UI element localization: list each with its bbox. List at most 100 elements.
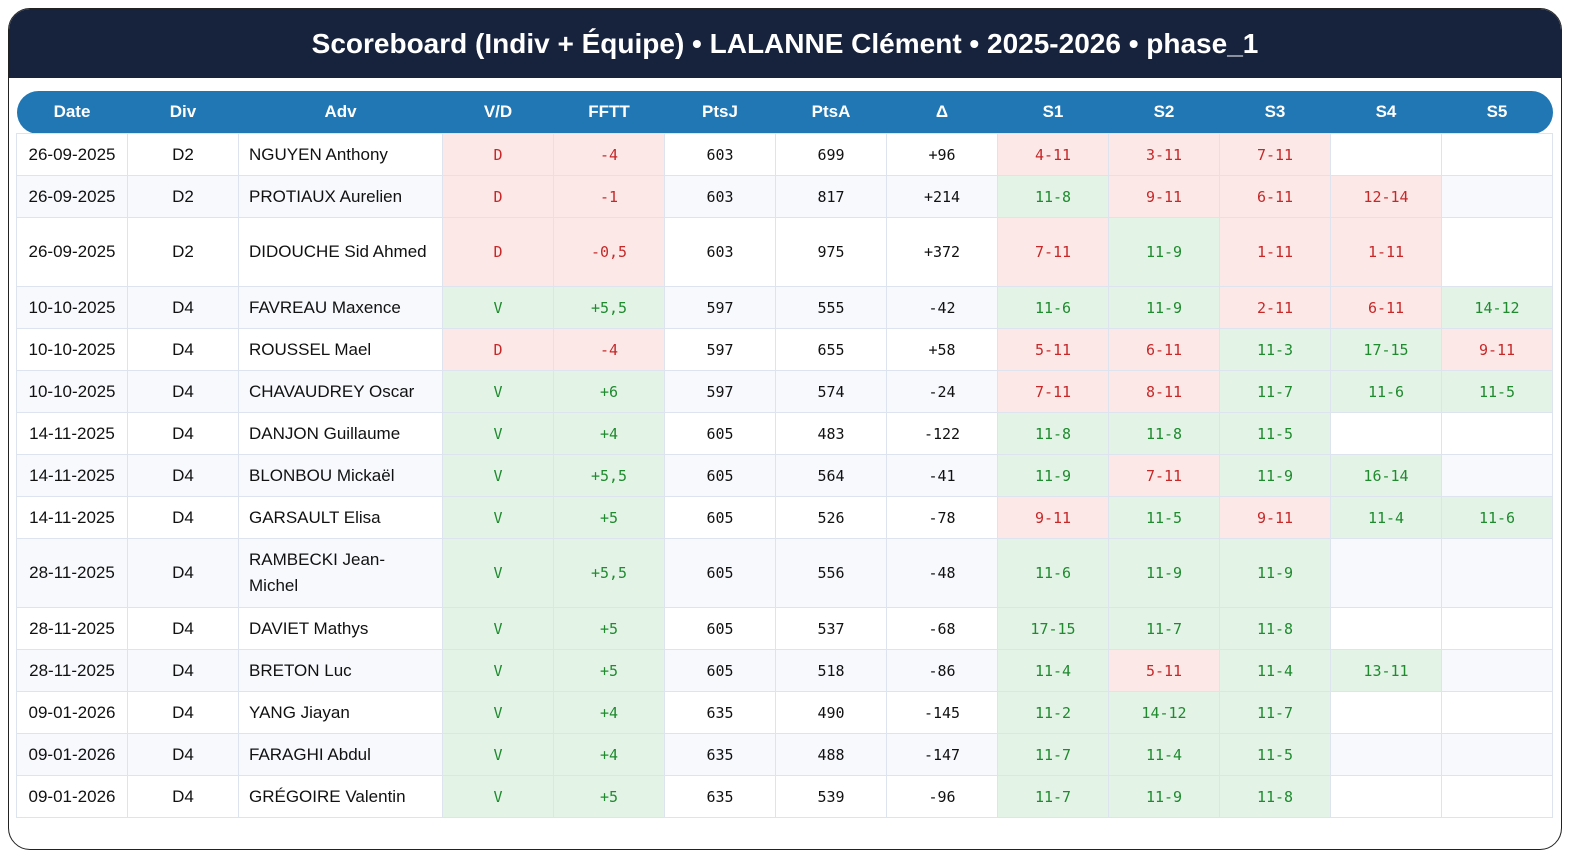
set-score-cell: 13-11 <box>1330 649 1442 692</box>
set-score-cell: 7-11 <box>997 217 1109 287</box>
set-score-cell <box>1441 454 1553 497</box>
delta-cell: -96 <box>886 775 998 818</box>
date-cell: 28-11-2025 <box>16 649 128 692</box>
date-cell: 09-01-2026 <box>16 691 128 734</box>
set-score-cell: 17-15 <box>997 607 1109 650</box>
set-score-cell: 1-11 <box>1219 217 1331 287</box>
opponent-points-cell: 555 <box>775 286 887 329</box>
opponent-cell: CHAVAUDREY Oscar <box>238 370 443 413</box>
date-cell: 10-10-2025 <box>16 328 128 371</box>
set-score-cell <box>1330 607 1442 650</box>
player-points-cell: 635 <box>664 691 776 734</box>
fftt-points-cell: -4 <box>553 133 665 176</box>
date-cell: 14-11-2025 <box>16 412 128 455</box>
fftt-points-cell: +5 <box>553 775 665 818</box>
result-cell: V <box>442 412 554 455</box>
set-score-cell: 11-9 <box>997 454 1109 497</box>
result-cell: V <box>442 370 554 413</box>
opponent-points-cell: 537 <box>775 607 887 650</box>
set-score-cell: 11-7 <box>1219 370 1331 413</box>
set-score-cell: 11-8 <box>997 175 1109 218</box>
table-row: 09-01-2026 D4 FARAGHI Abdul V +4 635 488 -147 11… <box>16 733 1553 776</box>
set-score-cell: 6-11 <box>1108 328 1220 371</box>
table-row: 28-11-2025 D4 BRETON Luc V +5 605 518 -86 11-4 5-… <box>16 649 1553 692</box>
fftt-points-cell: -1 <box>553 175 665 218</box>
opponent-points-cell: 526 <box>775 496 887 539</box>
opponent-points-cell: 488 <box>775 733 887 776</box>
column-header: Δ <box>886 91 998 134</box>
date-cell: 10-10-2025 <box>16 286 128 329</box>
opponent-cell: BLONBOU Mickaël <box>238 454 443 497</box>
player-points-cell: 605 <box>664 454 776 497</box>
result-cell: V <box>442 607 554 650</box>
player-points-cell: 635 <box>664 775 776 818</box>
column-header: S1 <box>997 91 1109 134</box>
set-score-cell: 1-11 <box>1330 217 1442 287</box>
table-row: 14-11-2025 D4 DANJON Guillaume V +4 605 483 -12… <box>16 412 1553 455</box>
column-header: Div <box>127 91 239 134</box>
delta-cell: +214 <box>886 175 998 218</box>
table-row: 14-11-2025 D4 GARSAULT Elisa V +5 605 526 -78 9-… <box>16 496 1553 539</box>
fftt-points-cell: +6 <box>553 370 665 413</box>
result-cell: V <box>442 538 554 608</box>
table-row: 26-09-2025 D2 PROTIAUX Aurelien D -1 603 817 +2… <box>16 175 1553 218</box>
set-score-cell: 11-4 <box>997 649 1109 692</box>
result-cell: V <box>442 649 554 692</box>
opponent-cell: GARSAULT Elisa <box>238 496 443 539</box>
opponent-cell: FAVREAU Maxence <box>238 286 443 329</box>
set-score-cell: 2-11 <box>1219 286 1331 329</box>
fftt-points-cell: +5,5 <box>553 454 665 497</box>
div-cell: D4 <box>127 733 239 776</box>
set-score-cell <box>1441 691 1553 734</box>
set-score-cell <box>1441 649 1553 692</box>
set-score-cell: 7-11 <box>1219 133 1331 176</box>
table-row: 10-10-2025 D4 ROUSSEL Mael D -4 597 655 +58 5-11… <box>16 328 1553 371</box>
set-score-cell <box>1441 607 1553 650</box>
set-score-cell <box>1330 412 1442 455</box>
set-score-cell: 6-11 <box>1219 175 1331 218</box>
set-score-cell: 6-11 <box>1330 286 1442 329</box>
div-cell: D4 <box>127 538 239 608</box>
set-score-cell: 9-11 <box>1108 175 1220 218</box>
fftt-points-cell: +5 <box>553 496 665 539</box>
div-cell: D4 <box>127 454 239 497</box>
div-cell: D4 <box>127 286 239 329</box>
opponent-cell: DAVIET Mathys <box>238 607 443 650</box>
date-cell: 26-09-2025 <box>16 175 128 218</box>
opponent-points-cell: 975 <box>775 217 887 287</box>
set-score-cell: 11-7 <box>997 775 1109 818</box>
opponent-cell: NGUYEN Anthony <box>238 133 443 176</box>
opponent-cell: YANG Jiayan <box>238 691 443 734</box>
date-cell: 28-11-2025 <box>16 538 128 608</box>
set-score-cell: 11-4 <box>1330 496 1442 539</box>
set-score-cell: 7-11 <box>1108 454 1220 497</box>
set-score-cell: 11-9 <box>1108 538 1220 608</box>
delta-cell: +96 <box>886 133 998 176</box>
delta-cell: -24 <box>886 370 998 413</box>
table-row: 10-10-2025 D4 FAVREAU Maxence V +5,5 597 555 -4… <box>16 286 1553 329</box>
date-cell: 10-10-2025 <box>16 370 128 413</box>
set-score-cell: 14-12 <box>1441 286 1553 329</box>
set-score-cell: 11-5 <box>1441 370 1553 413</box>
opponent-points-cell: 518 <box>775 649 887 692</box>
set-score-cell <box>1330 538 1442 608</box>
opponent-cell: ROUSSEL Mael <box>238 328 443 371</box>
table-row: 10-10-2025 D4 CHAVAUDREY Oscar V +6 597 574 -24… <box>16 370 1553 413</box>
set-score-cell: 17-15 <box>1330 328 1442 371</box>
set-score-cell <box>1330 691 1442 734</box>
date-cell: 28-11-2025 <box>16 607 128 650</box>
set-score-cell: 16-14 <box>1330 454 1442 497</box>
set-score-cell: 11-5 <box>1108 496 1220 539</box>
table-header-row: Date Div Adv V/D FFTT PtsJ PtsA Δ S1 S2 S3 S4 S5 <box>16 91 1553 134</box>
div-cell: D4 <box>127 775 239 818</box>
set-score-cell: 11-9 <box>1219 538 1331 608</box>
page-title: Scoreboard (Indiv + Équipe) • LALANNE Cl… <box>9 9 1561 78</box>
delta-cell: -41 <box>886 454 998 497</box>
delta-cell: -42 <box>886 286 998 329</box>
player-points-cell: 603 <box>664 133 776 176</box>
set-score-cell: 4-11 <box>997 133 1109 176</box>
set-score-cell: 11-2 <box>997 691 1109 734</box>
result-cell: D <box>442 328 554 371</box>
date-cell: 14-11-2025 <box>16 496 128 539</box>
player-points-cell: 603 <box>664 175 776 218</box>
